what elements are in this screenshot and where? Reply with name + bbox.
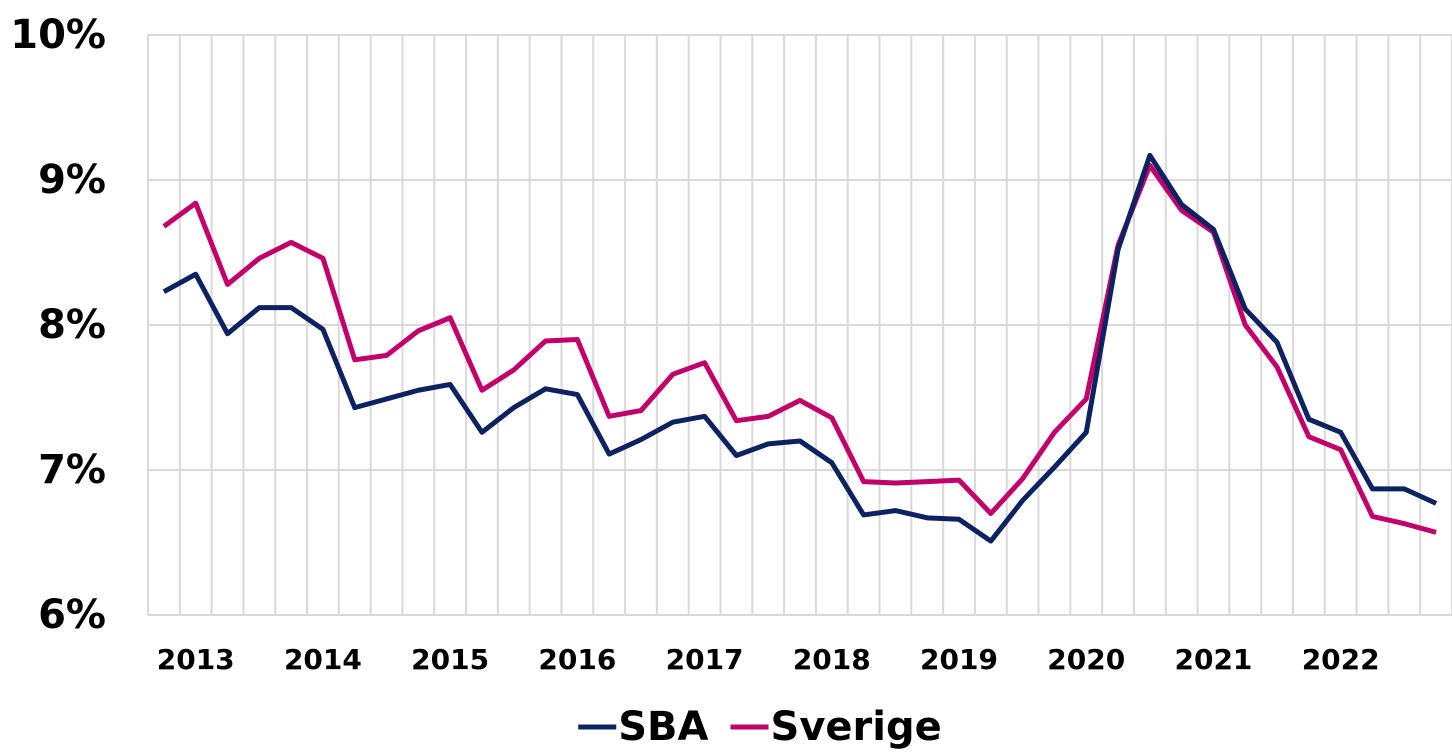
y-tick-label: 8% xyxy=(38,302,106,348)
x-tick-label: 2020 xyxy=(1047,643,1125,676)
y-tick-label: 6% xyxy=(38,592,106,638)
y-tick-label: 9% xyxy=(38,157,106,203)
x-tick-label: 2019 xyxy=(920,643,998,676)
line-series xyxy=(162,152,1438,544)
y-tick-label: 7% xyxy=(38,447,106,493)
legend-label: SBA xyxy=(618,704,708,750)
legend-label: Sverige xyxy=(771,704,942,750)
x-tick-label: 2015 xyxy=(411,643,489,676)
line-series xyxy=(162,163,1437,535)
y-tick-label: 10% xyxy=(10,12,106,58)
x-tick-label: 2016 xyxy=(538,643,616,676)
x-tick-label: 2014 xyxy=(284,643,362,676)
x-tick-label: 2021 xyxy=(1174,643,1252,676)
x-tick-label: 2017 xyxy=(666,643,744,676)
x-tick-label: 2022 xyxy=(1302,643,1380,676)
x-tick-label: 2013 xyxy=(157,643,235,676)
x-tick-label: 2018 xyxy=(793,643,871,676)
